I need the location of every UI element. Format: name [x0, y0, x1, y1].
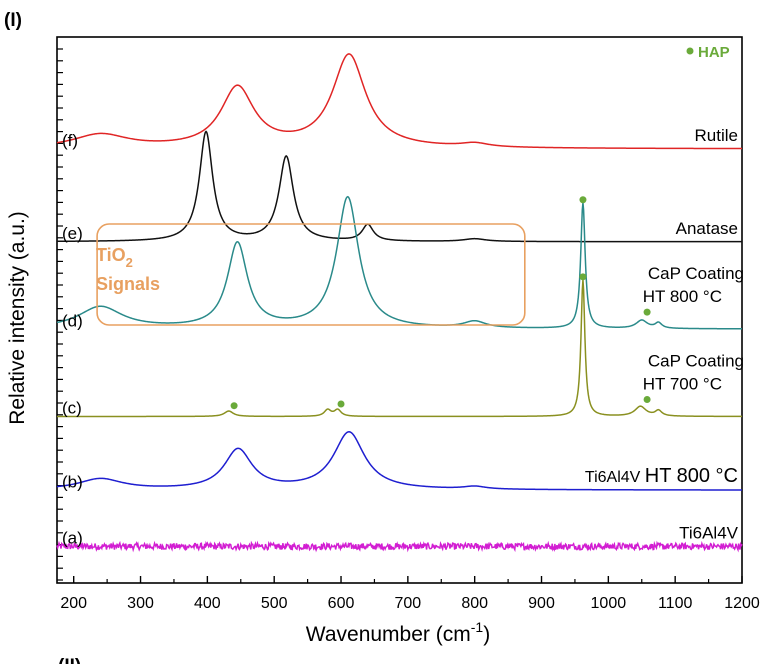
series-name-c-line1: CaP Coating: [648, 351, 744, 370]
series-name-b: Ti6Al4V HT 800 °C: [585, 465, 738, 487]
x-tick-label: 700: [395, 595, 422, 612]
x-axis-label: Wavenumber (cm-1): [306, 619, 490, 646]
hap-marker: [643, 308, 651, 316]
series-line-a: [56, 540, 743, 553]
legend-hap-marker: [686, 47, 694, 55]
hap-marker: [579, 196, 587, 204]
series-letter-d: (d): [62, 311, 83, 330]
series-line-d: [56, 195, 742, 330]
tio2-label-sub: 2: [126, 255, 133, 270]
y-axis-label: Relative intensity (a.u.): [6, 211, 29, 425]
x-tick-label: 1000: [591, 595, 627, 612]
series-name-c-line2: HT 700 °C: [643, 374, 722, 393]
series-line-c: [57, 279, 742, 418]
annotation-layer: (f) Rutile (e) Anatase (d) CaP Coating HT 800 …: [62, 44, 744, 548]
series-line-e: [57, 130, 742, 243]
series-name-a: Ti6Al4V: [679, 523, 739, 542]
x-tick-label: 600: [328, 595, 355, 612]
x-tick-label: 300: [127, 595, 154, 612]
x-tick-label: 400: [194, 595, 221, 612]
x-axis-label-main: Wavenumber (cm: [306, 623, 471, 646]
tio2-label-main: TiO: [96, 245, 126, 265]
legend-hap-label: HAP: [698, 44, 730, 61]
series-letter-c: (c): [62, 399, 82, 418]
series-line-b: [56, 431, 742, 491]
next-panel-label: (II): [58, 656, 81, 664]
series-name-d-line1: CaP Coating: [648, 264, 744, 283]
x-tick-label: 200: [60, 595, 87, 612]
hap-marker: [579, 273, 587, 281]
x-axis-label-close: ): [483, 623, 490, 646]
tio2-label: TiO2: [96, 245, 133, 270]
x-tick-label: 1100: [658, 595, 693, 612]
hap-marker: [337, 400, 345, 408]
hap-marker: [643, 395, 651, 403]
x-tick-label: 800: [461, 595, 488, 612]
hap-marker: [230, 402, 238, 410]
plot-frame: [56, 36, 743, 584]
x-axis-label-sup: -1: [471, 619, 484, 635]
signals-label: Signals: [96, 274, 160, 294]
series-letter-a: (a): [62, 529, 83, 548]
series-name-d-line2: HT 800 °C: [643, 287, 722, 306]
panel-label: (I): [4, 10, 22, 31]
series-letter-f: (f): [62, 131, 78, 150]
series-name-b-line1: Ti6Al4V: [585, 469, 645, 486]
series-name-e: Anatase: [676, 219, 738, 238]
series-letter-b: (b): [62, 472, 83, 491]
x-tick-label: 500: [261, 595, 288, 612]
series-line-f: [56, 53, 742, 150]
axis-ticks: 200 300 400 500 600 700 800 900 1000 1100 1200: [57, 48, 760, 612]
tio2-signal-box: [96, 223, 526, 326]
series-name-b-line2: HT 800 °C: [645, 465, 738, 487]
x-tick-label: 1200: [724, 595, 760, 612]
series-letter-e: (e): [62, 224, 83, 243]
series-layer: [56, 53, 743, 553]
x-tick-label: 900: [528, 595, 555, 612]
series-name-f: Rutile: [695, 126, 738, 145]
